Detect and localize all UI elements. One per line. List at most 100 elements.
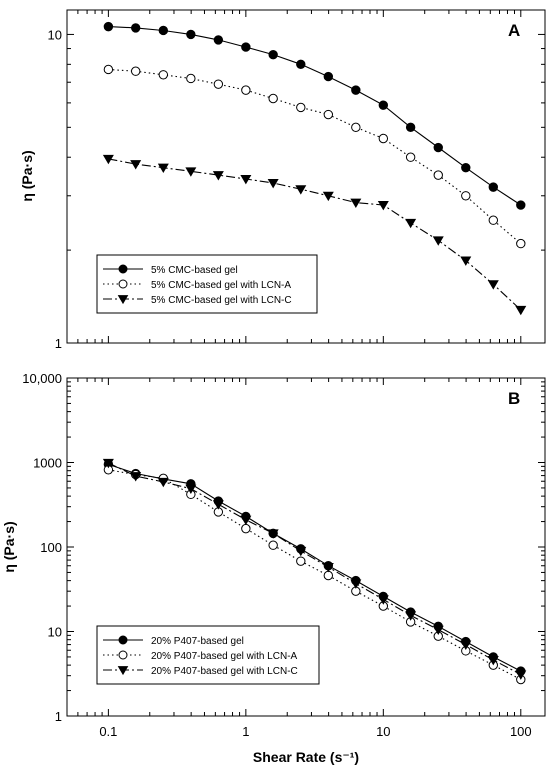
panel-a-data-point <box>186 29 196 40</box>
panel-b: 0.1 1 10 100 1 10 100 1000 10,000 B η (Pa·s) She… <box>1 371 546 765</box>
panel-a-data-point <box>185 167 197 177</box>
panel-a-data-point <box>433 142 443 153</box>
panel-a-series-lines <box>108 26 522 311</box>
panel-a-data-point <box>295 185 307 195</box>
panel-a-data-point <box>212 171 224 181</box>
panel-b-series-markers <box>102 458 527 685</box>
panel-a-data-point <box>296 59 306 70</box>
panel-a-data-point <box>516 238 526 249</box>
panel-b-y-tick-label: 10,000 <box>22 371 62 386</box>
panel-b-data-point <box>157 477 169 488</box>
panel-b-data-point <box>295 546 307 557</box>
panel-a-legend-label: 5% CMC-based gel with LCN-A <box>151 280 291 291</box>
panel-b-data-point <box>268 540 278 550</box>
panel-a-data-point <box>268 49 278 60</box>
panel-a-legend-label: 5% CMC-based gel with LCN-C <box>151 295 292 306</box>
panel-a-data-point <box>103 21 114 32</box>
panel-b-y-axis-label: η (Pa·s) <box>1 521 17 572</box>
panel-b-y-tick-label: 10 <box>48 625 62 640</box>
panel-b-data-point <box>102 458 114 469</box>
panel-a-data-point <box>432 236 444 246</box>
panel-a-plot-frame <box>66 9 546 344</box>
panel-b-legend-label: 20% P407-based gel <box>151 636 244 647</box>
panel-a-legend-marker <box>118 279 128 289</box>
panel-a-data-point <box>351 122 361 133</box>
panel-b-data-point <box>130 472 142 482</box>
panel-a-data-point <box>461 162 471 173</box>
panel-a-data-point <box>241 85 251 95</box>
panel-a-legend-marker <box>118 264 128 274</box>
panel-b-data-point <box>323 570 334 581</box>
panel-b-legend-box <box>96 625 320 685</box>
panel-a-legend-label: 5% CMC-based gel <box>151 265 238 276</box>
panel-a-data-point <box>488 215 499 225</box>
panel-b-data-point <box>460 640 472 650</box>
panel-b-data-point <box>267 529 279 539</box>
panel-a-data-point <box>350 198 362 208</box>
panel-a-data-point <box>405 122 416 133</box>
panel-a-y-tick-label: 1 <box>55 336 62 351</box>
panel-b-series-line-3 <box>108 462 522 675</box>
panel-a-data-point <box>377 201 389 211</box>
panel-b-series-line-2 <box>108 469 522 680</box>
panel-b-data-point <box>405 611 417 621</box>
panel-a-data-point <box>405 218 417 229</box>
panel-b-legend-label: 20% P407-based gel with LCN-C <box>151 666 298 677</box>
panel-a-data-point <box>461 191 471 201</box>
panel-b-data-point <box>432 625 444 636</box>
panel-a-data-point <box>515 305 527 316</box>
panel-a-data-point <box>130 160 142 170</box>
panel-b-x-tick-label: 1 <box>242 724 249 739</box>
panel-a-data-point <box>213 35 224 45</box>
panel-b-series-lines <box>108 462 522 680</box>
panel-a-data-point <box>268 93 278 104</box>
panel-a-data-point <box>405 152 416 162</box>
panel-a-data-point <box>241 42 251 52</box>
panel-b-legend-marker <box>117 666 129 676</box>
panel-a-data-point <box>433 170 443 180</box>
panel-b-y-tick-label: 1000 <box>33 456 62 471</box>
panel-a-data-point <box>158 25 169 36</box>
panel-a-data-point <box>488 182 499 192</box>
panel-b-y-tick-label: 100 <box>40 540 62 555</box>
panel-b-data-point <box>241 523 251 534</box>
panel-b-legend: 20% P407-based gel 20% P407-based gel wit… <box>96 625 320 685</box>
panel-a-data-point <box>213 79 224 89</box>
panel-a-data-point <box>323 71 334 82</box>
panel-b-data-point <box>185 484 197 495</box>
panel-b-data-point <box>212 500 224 510</box>
panel-b-ticks: 0.1 1 10 100 1 10 100 1000 10,000 <box>22 371 545 739</box>
panel-a-y-axis-label: η (Pa·s) <box>19 150 35 201</box>
panel-a-legend: 5% CMC-based gel 5% CMC-based gel with LC… <box>96 254 318 314</box>
panel-a-data-point <box>158 70 169 80</box>
panel-a-series-line-1 <box>108 26 522 206</box>
panel-b-legend-marker <box>118 650 128 660</box>
panel-a-data-point <box>186 73 196 84</box>
panel-b-legend-label: 20% P407-based gel with LCN-A <box>151 651 298 662</box>
panel-b-y-tick-label: 1 <box>55 709 62 724</box>
panel-b-data-point <box>515 670 527 680</box>
panel-a-data-point <box>323 109 334 120</box>
panel-a-ticks: 1 10 <box>48 10 545 351</box>
panel-b-data-point <box>240 515 252 526</box>
panel-b-data-point <box>377 595 389 605</box>
panel-a-letter: A <box>508 21 520 40</box>
panel-a-data-point <box>378 100 389 110</box>
panel-b-x-tick-label: 100 <box>510 724 532 739</box>
panel-a-y-tick-label: 10 <box>48 27 62 42</box>
panel-a-legend-box <box>96 254 318 314</box>
panel-b-x-tick-label: 10 <box>376 724 390 739</box>
panel-b-x-axis-label: Shear Rate (s⁻¹) <box>253 749 359 765</box>
panel-a-data-point <box>102 154 114 165</box>
panel-a-data-point <box>460 256 472 266</box>
panel-b-legend-marker <box>118 635 128 645</box>
panel-a-data-point <box>322 191 334 202</box>
panel-b-data-point <box>322 562 334 573</box>
panel-a-data-point <box>130 23 141 33</box>
panel-b-data-point <box>350 579 362 589</box>
panel-a-data-point <box>351 85 361 95</box>
panel-a-data-point <box>378 133 389 144</box>
panel-b-x-tick-label: 0.1 <box>99 724 117 739</box>
